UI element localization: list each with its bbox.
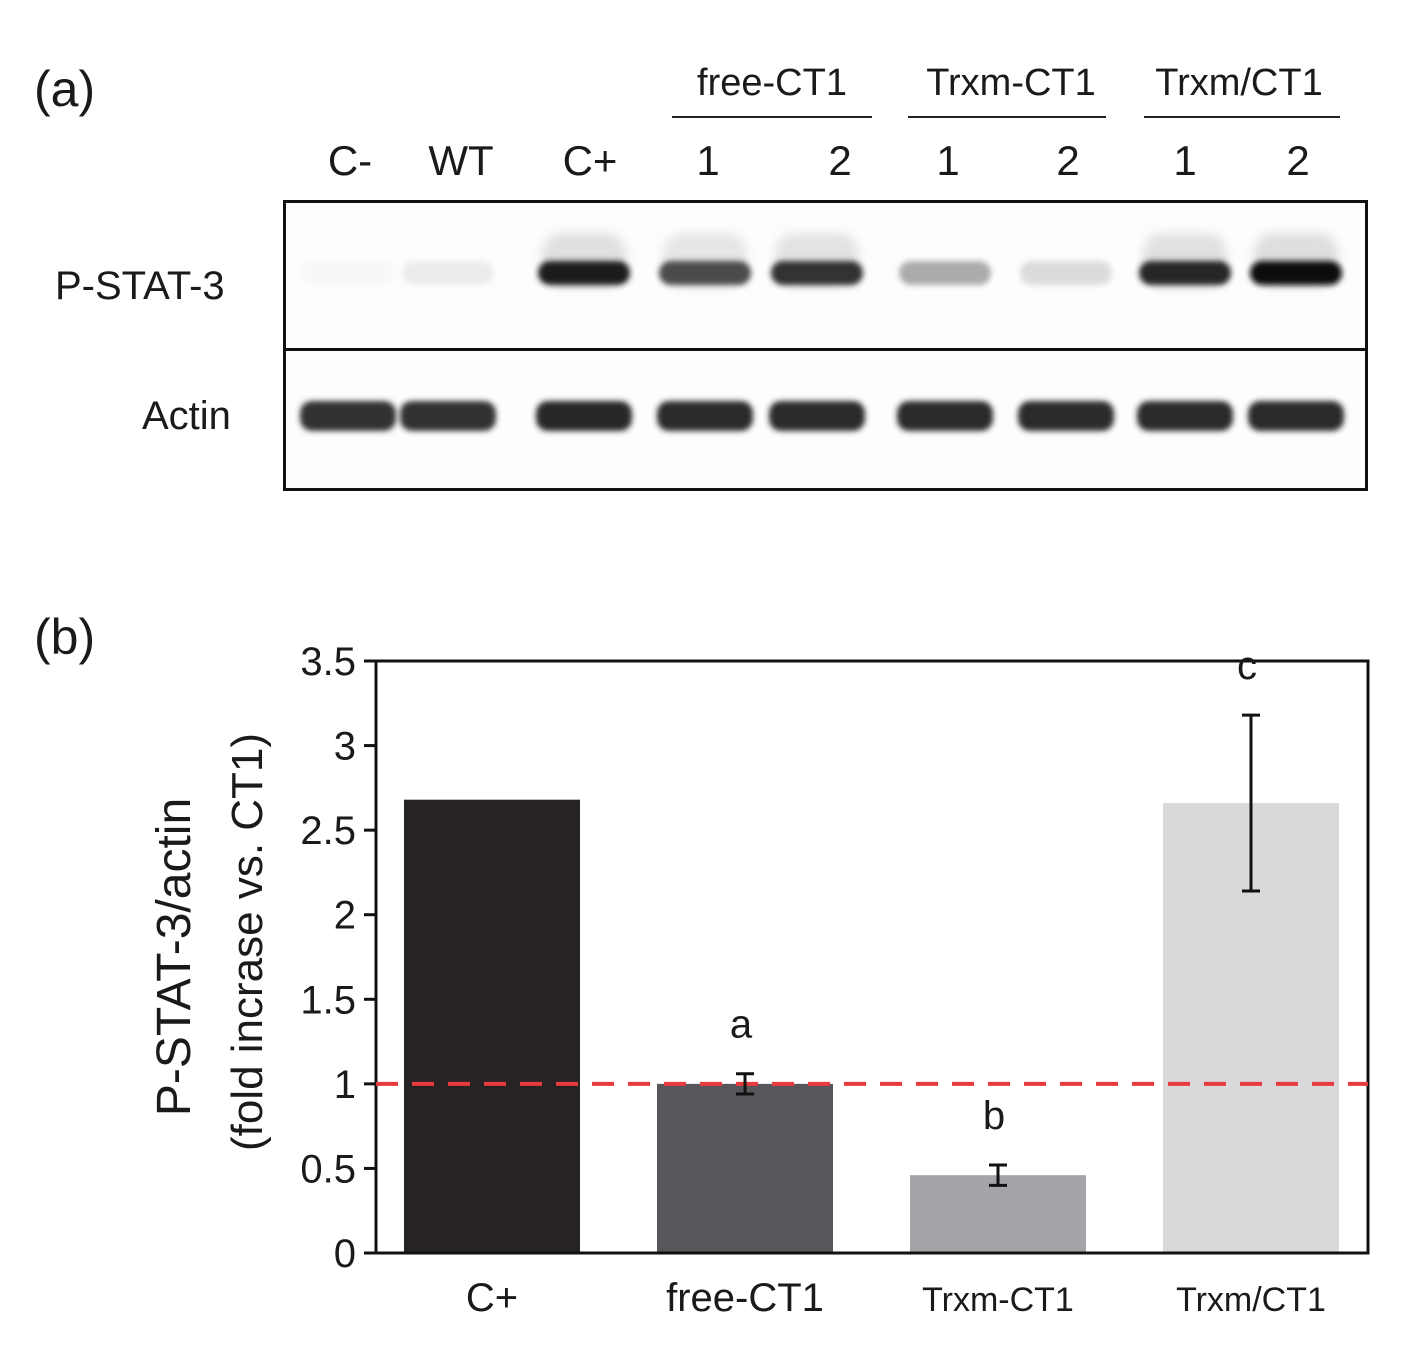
lane-label-free-2: 2: [828, 137, 852, 184]
y-tick-label-0: 0: [334, 1232, 356, 1276]
group-underline-free-ct1: [672, 116, 872, 118]
actin-band-7: [1137, 401, 1233, 431]
row-label-p-stat-3: P-STAT-3: [55, 264, 225, 308]
lane-label-c-minus: C-: [327, 137, 373, 184]
pstat-band-8: [1250, 261, 1342, 285]
y-tick-label-7: 3.5: [300, 640, 356, 684]
lane-label-c-plus: C+: [562, 137, 618, 184]
group-label-free-ct1: free-CT1: [697, 62, 847, 104]
bar-free-ct1: [657, 1083, 833, 1252]
y-axis-label-secondary: (fold incrase vs. CT1): [223, 733, 272, 1151]
lane-label-trxm-slash-ct1-2: 2: [1286, 137, 1310, 184]
actin-band-4: [769, 401, 865, 431]
x-category-label-1: free-CT1: [666, 1276, 824, 1320]
x-category-label-0: C+: [466, 1276, 518, 1320]
y-tick-label-3: 1.5: [300, 978, 356, 1022]
western-blot-frame: [283, 200, 1368, 491]
y-tick-label-2: 1: [334, 1063, 356, 1107]
pstat-band-6: [1020, 261, 1112, 285]
group-label-trxm-ct1: Trxm-CT1: [926, 62, 1096, 104]
actin-band-6: [1018, 401, 1114, 431]
x-category-label-3: Trxm/CT1: [1176, 1281, 1326, 1319]
group-label-trxm-slash-ct1: Trxm/CT1: [1155, 62, 1323, 104]
blot-bands: [300, 233, 1344, 431]
blot-row-divider: [286, 348, 1365, 351]
pstat-band-4: [771, 261, 863, 285]
panel-a-label: (a): [34, 61, 96, 117]
actin-band-3: [657, 401, 753, 431]
group-underline-trxm-ct1: [908, 116, 1106, 118]
panel-b-label: (b): [34, 609, 96, 665]
plot-frame: [374, 659, 1370, 1255]
y-tick-label-1: 0.5: [300, 1147, 356, 1191]
y-axis-label: P-STAT-3/actin: [148, 798, 201, 1116]
pstat-band-1: [402, 261, 494, 285]
pstat-band-2: [538, 261, 630, 285]
lane-label-trxm-ct1-2: 2: [1056, 137, 1080, 184]
pstat-band-7: [1139, 261, 1231, 285]
bar-trxm-ct1: [910, 1175, 1086, 1252]
pstat-band-3: [659, 261, 751, 285]
actin-band-1: [400, 401, 496, 431]
actin-band-2: [536, 401, 632, 431]
bar-c-: [404, 799, 580, 1252]
x-category-label-2: Trxm-CT1: [922, 1281, 1074, 1319]
pstat-band-5: [899, 261, 991, 285]
pstat-band-0: [302, 261, 394, 285]
actin-band-8: [1248, 401, 1344, 431]
lane-label-trxm-slash-ct1-1: 1: [1173, 137, 1197, 184]
y-tick-label-4: 2: [334, 894, 356, 938]
significance-letter-c: c: [1237, 644, 1257, 688]
group-underline-trxm-slash-ct1: [1144, 116, 1340, 118]
significance-letter-b: b: [983, 1094, 1005, 1138]
lane-label-wt: WT: [428, 137, 494, 184]
y-tick-label-5: 2.5: [300, 809, 356, 853]
row-label-actin: Actin: [142, 394, 231, 438]
actin-band-5: [897, 401, 993, 431]
actin-band-0: [300, 401, 396, 431]
lane-label-free-1: 1: [696, 137, 720, 184]
y-tick-label-6: 3: [334, 725, 356, 769]
significance-letter-a: a: [730, 1003, 753, 1047]
lane-label-trxm-ct1-1: 1: [936, 137, 960, 184]
